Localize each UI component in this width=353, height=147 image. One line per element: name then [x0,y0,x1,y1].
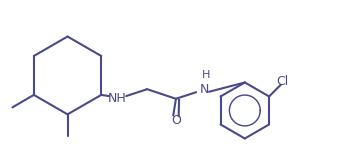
Text: Cl: Cl [277,75,289,88]
Text: O: O [171,114,181,127]
Text: H: H [202,70,210,80]
Text: NH: NH [108,92,127,105]
Text: N: N [199,83,209,96]
